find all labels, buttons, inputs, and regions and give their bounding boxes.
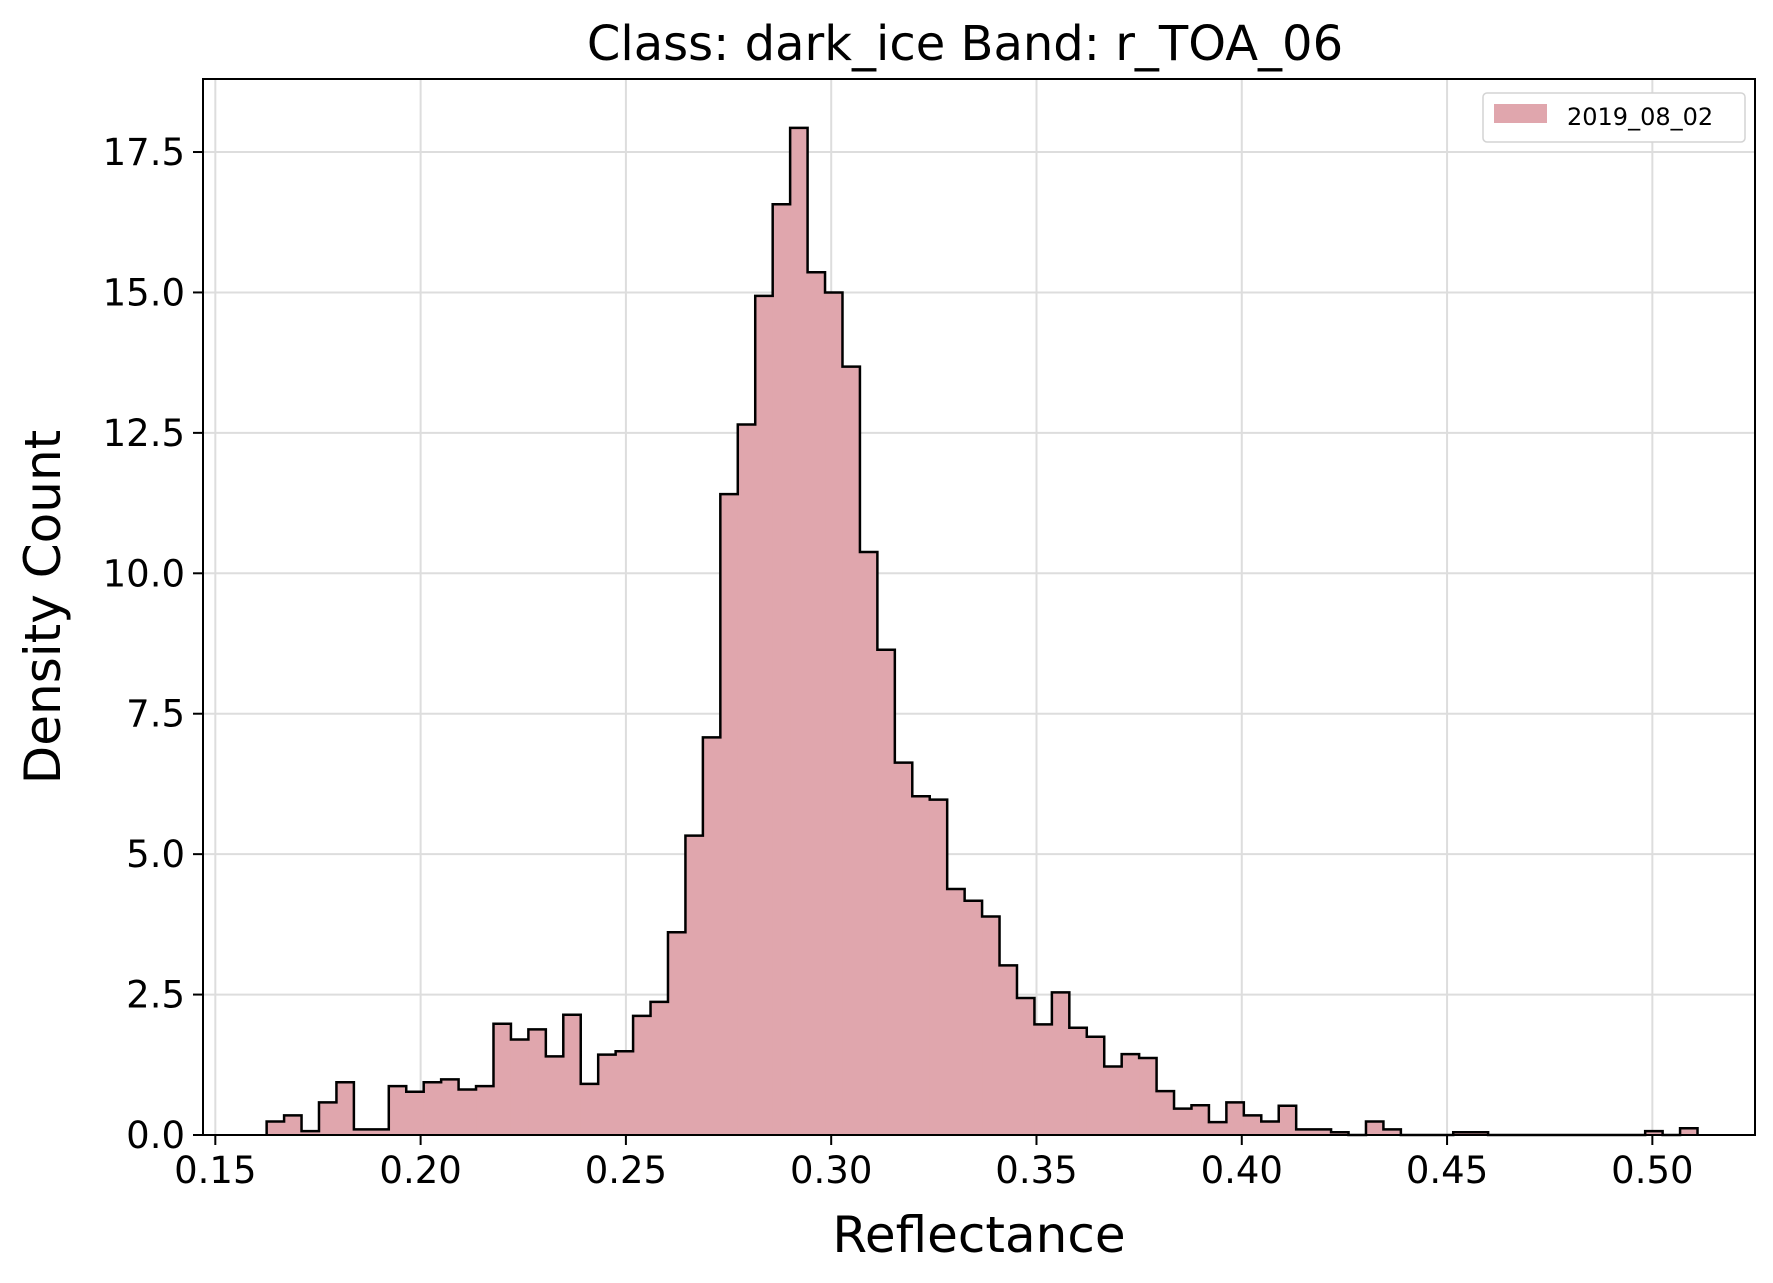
histogram-bar xyxy=(1191,1105,1210,1135)
histogram-bar xyxy=(1296,1129,1315,1135)
histogram-bar xyxy=(1139,1058,1158,1135)
histogram-bar xyxy=(912,796,931,1135)
histogram-bar xyxy=(266,1121,285,1135)
histogram-bar xyxy=(1453,1132,1472,1135)
histogram-bar xyxy=(1383,1129,1402,1135)
legend-label: 2019_08_02 xyxy=(1567,103,1713,131)
histogram-bar xyxy=(964,900,983,1135)
grid xyxy=(203,79,1755,1136)
histogram-bar xyxy=(580,1083,599,1135)
histogram-bar xyxy=(1086,1036,1105,1135)
histogram-bar xyxy=(1208,1122,1227,1135)
histogram-bar xyxy=(1680,1128,1699,1135)
histogram-bar xyxy=(1121,1054,1140,1135)
x-axis-label: Reflectance xyxy=(832,1206,1125,1264)
histogram-bar xyxy=(755,295,774,1135)
histogram-bar xyxy=(894,762,913,1135)
histogram-bar xyxy=(423,1082,442,1135)
histogram-bar xyxy=(353,1129,372,1135)
plot-frame xyxy=(202,78,1756,1136)
histogram-bar xyxy=(493,1023,512,1135)
histogram-bar xyxy=(790,127,809,1135)
histogram-bar xyxy=(842,366,861,1135)
histogram-bar xyxy=(1278,1105,1297,1135)
chart-title: Class: dark_ice Band: r_TOA_06 xyxy=(587,16,1343,72)
histogram-bar xyxy=(667,932,687,1135)
histogram-bar xyxy=(284,1115,303,1135)
x-tick-label: 0.25 xyxy=(585,1149,667,1192)
legend-frame xyxy=(1482,92,1746,143)
histogram-bar xyxy=(1261,1121,1280,1135)
histogram-bars xyxy=(266,127,1699,1136)
histogram-bar xyxy=(1243,1115,1262,1135)
histogram-bar xyxy=(528,1029,547,1135)
y-tick-label: 7.5 xyxy=(126,693,185,736)
histogram-bar xyxy=(1470,1132,1489,1135)
x-tick-label: 0.35 xyxy=(995,1149,1077,1192)
legend-swatch xyxy=(1494,104,1547,123)
histogram-bar xyxy=(1104,1066,1123,1135)
histogram-bar xyxy=(1156,1091,1175,1135)
x-tick-label: 0.50 xyxy=(1611,1149,1693,1192)
y-tick-label: 5.0 xyxy=(126,833,185,876)
x-tick-label: 0.40 xyxy=(1201,1149,1283,1192)
histogram-bar xyxy=(947,888,966,1135)
y-tick-label: 0.0 xyxy=(126,1114,185,1157)
histogram-bar xyxy=(301,1131,320,1135)
histogram-bar xyxy=(772,204,791,1135)
y-tick-label: 10.0 xyxy=(103,552,185,595)
x-tick-label: 0.15 xyxy=(174,1149,256,1192)
histogram-bar xyxy=(388,1086,407,1135)
histogram-bar xyxy=(1226,1102,1245,1135)
histogram-bar xyxy=(598,1054,617,1135)
histogram-bar xyxy=(1313,1129,1332,1135)
histogram-bar xyxy=(318,1102,338,1135)
histogram-bar xyxy=(1016,997,1036,1135)
histogram-bar xyxy=(563,1014,582,1135)
y-tick-label: 15.0 xyxy=(103,271,185,314)
histogram-bar xyxy=(458,1089,477,1135)
histogram-outline xyxy=(265,126,1699,1137)
histogram-bar xyxy=(982,916,1001,1135)
histogram-bar xyxy=(702,737,721,1135)
histogram-bar xyxy=(1365,1121,1385,1135)
histogram-bar xyxy=(1034,1024,1053,1135)
histogram-bar xyxy=(685,835,704,1135)
histogram-bar xyxy=(737,424,756,1136)
histogram-bar xyxy=(1069,1027,1088,1135)
y-tick-label: 12.5 xyxy=(103,412,185,455)
x-axis-ticks: 0.15 0.20 0.25 0.30 0.35 0.40 0.45 0.50 xyxy=(174,1135,1694,1192)
y-tick-label: 2.5 xyxy=(126,974,185,1017)
histogram-bar xyxy=(807,272,826,1135)
histogram-bar xyxy=(720,494,739,1135)
y-axis-label: Density Count xyxy=(14,430,72,784)
histogram-bar xyxy=(633,1015,652,1135)
histogram-bar xyxy=(441,1079,460,1135)
y-tick-label: 17.5 xyxy=(103,131,185,174)
histogram-bar xyxy=(825,292,844,1136)
x-tick-label: 0.45 xyxy=(1406,1149,1488,1192)
histogram-bar xyxy=(545,1056,564,1135)
histogram-bar xyxy=(859,551,878,1135)
histogram-bar xyxy=(999,965,1018,1135)
histogram-bar xyxy=(336,1082,355,1135)
histogram-bar xyxy=(1645,1131,1664,1135)
histogram-bar xyxy=(510,1039,529,1135)
histogram-bar xyxy=(1331,1132,1350,1135)
histogram-bar xyxy=(650,1001,669,1135)
x-tick-label: 0.30 xyxy=(790,1149,872,1192)
y-axis-ticks: 0.0 2.5 5.0 7.5 10.0 12.5 15.0 17.5 xyxy=(103,131,203,1157)
histogram-bar xyxy=(877,649,896,1135)
histogram-bar xyxy=(615,1051,634,1135)
histogram-bar xyxy=(371,1129,390,1135)
histogram-bar xyxy=(929,799,948,1135)
histogram-bar xyxy=(1051,992,1070,1135)
x-tick-label: 0.20 xyxy=(379,1149,461,1192)
histogram-bar xyxy=(1174,1108,1193,1135)
histogram-bar xyxy=(406,1091,425,1135)
histogram-bar xyxy=(476,1086,495,1135)
legend: 2019_08_02 xyxy=(1482,92,1746,143)
